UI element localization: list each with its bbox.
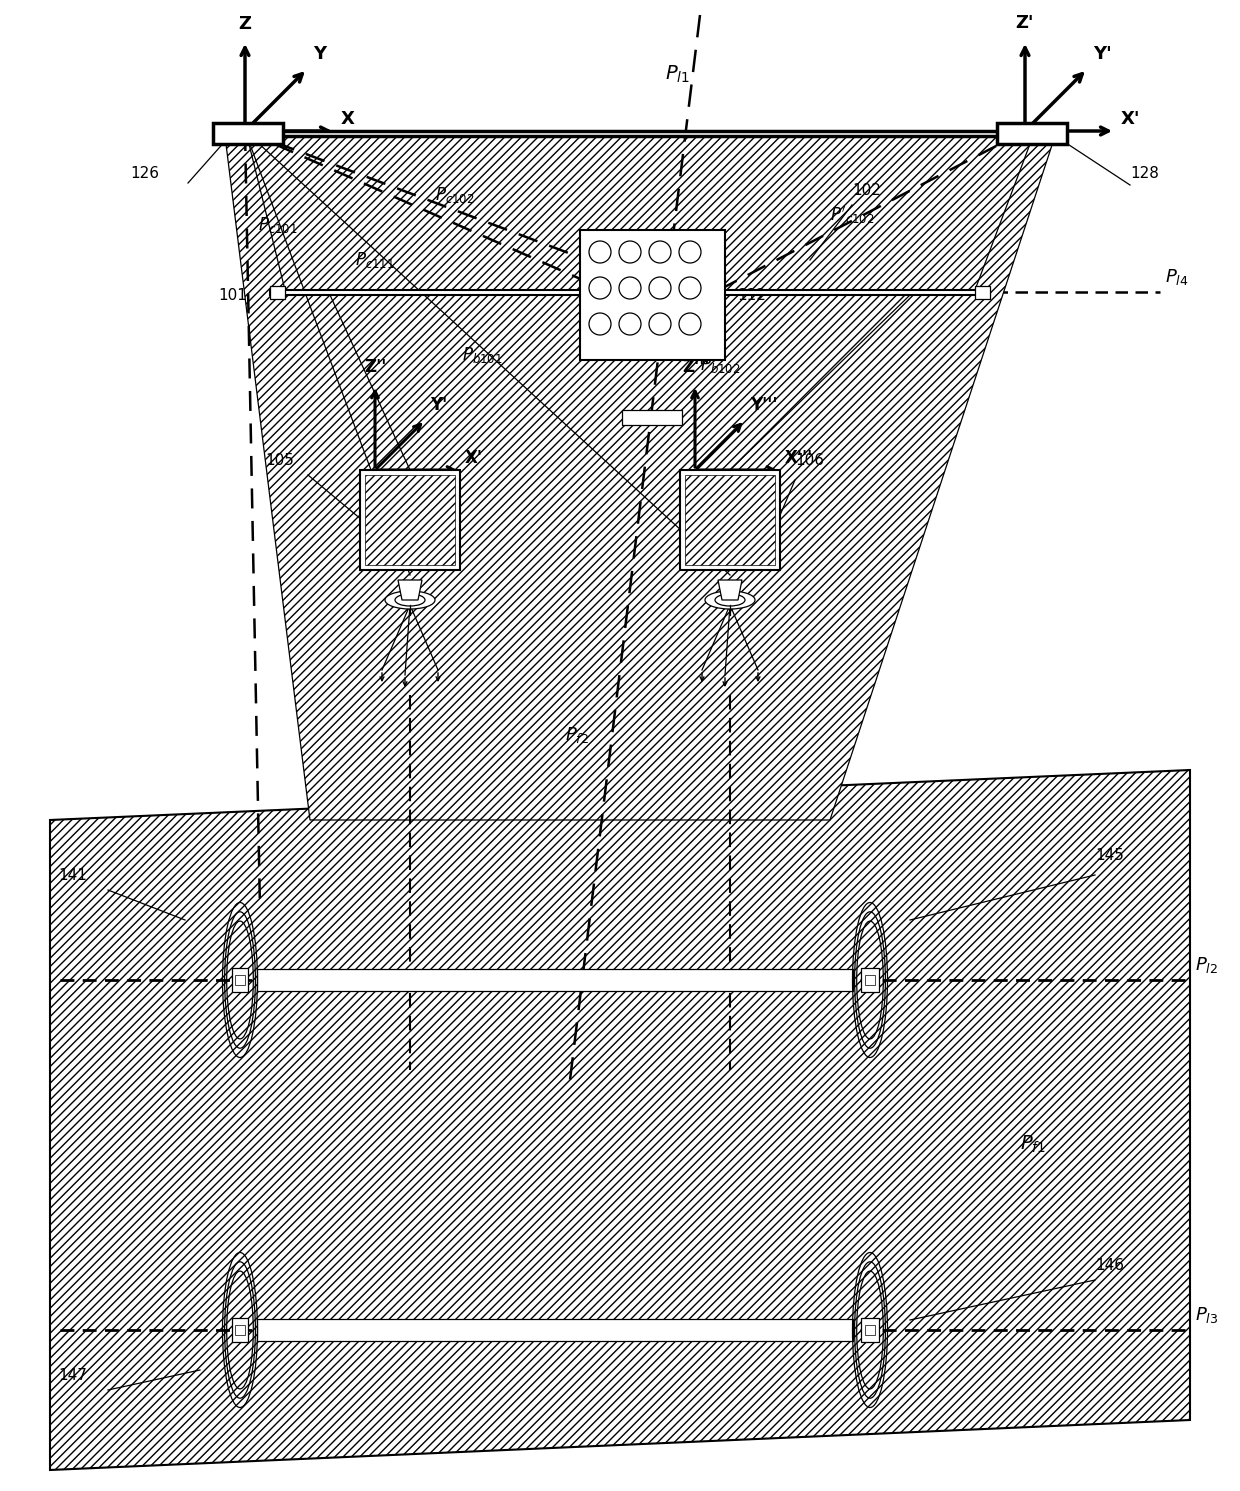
Text: Y: Y [312, 45, 326, 63]
Text: Y''': Y''' [750, 397, 777, 414]
Polygon shape [580, 230, 725, 359]
Text: Y': Y' [430, 397, 448, 414]
Text: $P'_{c102}$: $P'_{c102}$ [830, 203, 874, 225]
Text: X: X [341, 110, 355, 128]
Text: 112: 112 [737, 288, 766, 303]
Polygon shape [270, 291, 990, 295]
Polygon shape [257, 969, 853, 992]
Text: $P_{l4}$: $P_{l4}$ [1166, 267, 1189, 286]
Text: $P_{c101}$: $P_{c101}$ [258, 215, 298, 236]
Ellipse shape [384, 590, 435, 608]
Polygon shape [236, 1325, 246, 1334]
Text: Z'': Z'' [365, 358, 387, 376]
Text: $P_{b102}$: $P_{b102}$ [701, 355, 740, 376]
Text: $P_{l1}$: $P_{l1}$ [665, 64, 689, 85]
Polygon shape [50, 769, 1190, 1470]
Polygon shape [861, 968, 879, 992]
Polygon shape [997, 122, 1066, 145]
Polygon shape [236, 975, 246, 986]
Polygon shape [680, 470, 780, 570]
Polygon shape [861, 1318, 879, 1342]
Text: $P_{f2}$: $P_{f2}$ [565, 725, 589, 746]
Text: 126: 126 [130, 166, 159, 180]
Polygon shape [232, 968, 248, 992]
Polygon shape [975, 286, 990, 300]
Text: 106: 106 [795, 453, 825, 468]
Text: Z': Z' [1016, 13, 1033, 31]
Polygon shape [365, 476, 455, 565]
Text: X': X' [1121, 110, 1141, 128]
Text: 141: 141 [58, 868, 87, 883]
Polygon shape [270, 286, 285, 300]
Text: 146: 146 [1095, 1258, 1123, 1273]
Text: $P_{l3}$: $P_{l3}$ [1195, 1305, 1219, 1325]
Text: Z: Z [238, 15, 250, 33]
Text: 102: 102 [852, 183, 880, 198]
Polygon shape [866, 975, 875, 986]
Polygon shape [233, 1323, 247, 1337]
Polygon shape [360, 470, 460, 570]
Text: $P_{c102}$: $P_{c102}$ [435, 185, 475, 204]
Ellipse shape [706, 590, 755, 608]
Polygon shape [232, 1318, 248, 1342]
Polygon shape [257, 1320, 853, 1340]
Polygon shape [224, 131, 1055, 136]
Polygon shape [224, 136, 1055, 820]
Text: $P_{b101}$: $P_{b101}$ [463, 344, 502, 365]
Text: 147: 147 [58, 1369, 87, 1384]
Text: $P_{l2}$: $P_{l2}$ [1195, 956, 1218, 975]
Text: 101: 101 [218, 288, 247, 303]
Text: 128: 128 [1130, 166, 1159, 180]
Polygon shape [233, 974, 247, 987]
Polygon shape [863, 1323, 877, 1337]
Text: X': X' [465, 449, 484, 467]
Text: 145: 145 [1095, 848, 1123, 863]
Polygon shape [866, 1325, 875, 1334]
Polygon shape [213, 122, 283, 145]
Text: X''': X''' [785, 449, 813, 467]
Polygon shape [684, 476, 775, 565]
Polygon shape [718, 580, 742, 599]
Text: Y': Y' [1092, 45, 1112, 63]
Text: Z''': Z''' [682, 358, 709, 376]
Polygon shape [863, 974, 877, 987]
Polygon shape [622, 410, 682, 425]
Text: $P_{c111}$: $P_{c111}$ [355, 250, 394, 270]
Text: 105: 105 [265, 453, 294, 468]
Text: $P_{f1}$: $P_{f1}$ [1021, 1135, 1045, 1156]
Polygon shape [398, 580, 422, 599]
